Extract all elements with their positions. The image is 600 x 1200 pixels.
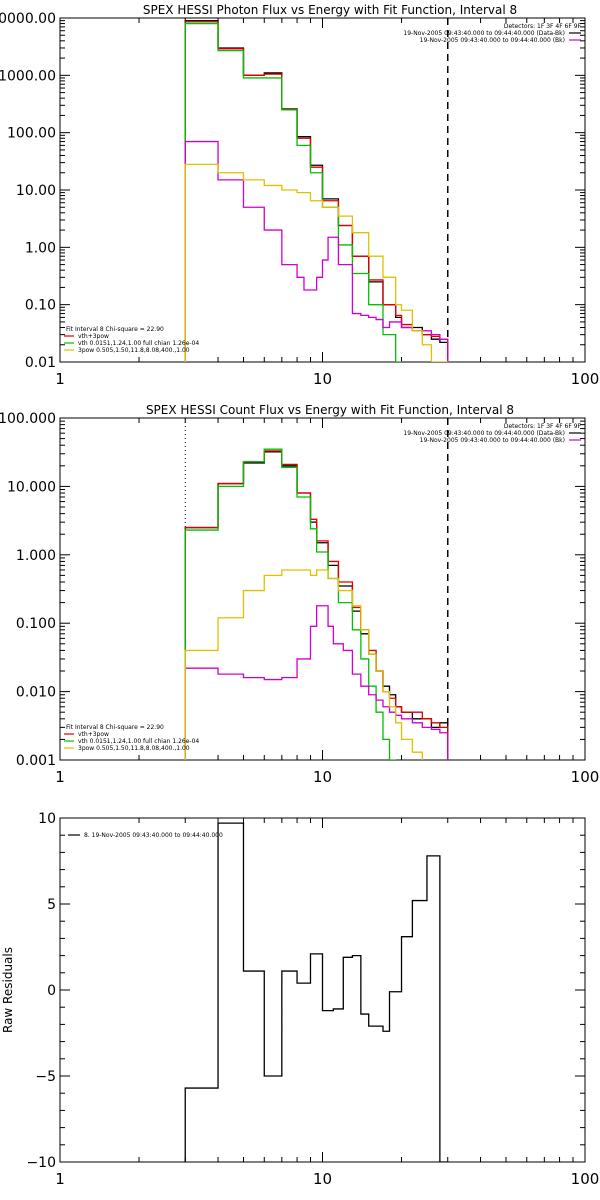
series-line bbox=[184, 22, 403, 362]
x-tick-label: 1 bbox=[55, 768, 65, 786]
legend-entry: Fit Interval 8 Chi-square = 22.90 bbox=[66, 724, 164, 731]
x-tick-label: 1 bbox=[55, 370, 65, 388]
legend-entry: 3pow 0.505,1.50,11.8,8.08,400.,1.00 bbox=[78, 347, 190, 354]
x-tick-label: 100 bbox=[571, 1170, 600, 1188]
photon-flux-panel: SPEX HESSI Photon Flux vs Energy with Fi… bbox=[0, 3, 599, 388]
count-flux-panel: SPEX HESSI Count Flux vs Energy with Fit… bbox=[0, 403, 599, 786]
series-line bbox=[184, 140, 449, 362]
series-line bbox=[184, 163, 449, 362]
legend-entry: 19-Nov-2005 09:43:40.000 to 09:44:40.000… bbox=[403, 30, 565, 37]
y-tick-label: 10.000 bbox=[7, 479, 56, 495]
series-line bbox=[184, 21, 449, 362]
x-tick-label: 10 bbox=[313, 1170, 332, 1188]
y-tick-label: 100.00 bbox=[7, 126, 56, 142]
y-tick-label: 0.010 bbox=[16, 685, 56, 701]
chart-title: SPEX HESSI Photon Flux vs Energy with Fi… bbox=[143, 3, 517, 17]
y-tick-label: 10.00 bbox=[16, 183, 56, 199]
legend-entry: vth+3pow bbox=[78, 731, 109, 738]
legend-entry: 19-Nov-2005 09:43:40.000 to 09:44:40.000… bbox=[403, 430, 565, 437]
legend-entry: 3pow 0.505,1.50,11.8,8.08,400.,1.00 bbox=[78, 745, 190, 752]
legend-entry: vth 0.0151,1.24,1.00 full chian 1.26e-04 bbox=[78, 340, 199, 347]
legend-entry: Detectors: 1F 3F 4F 6F 9F bbox=[504, 23, 582, 30]
x-tick-label: 100 bbox=[571, 768, 600, 786]
legend-entry: Fit Interval 8 Chi-square = 22.90 bbox=[66, 326, 164, 333]
y-tick-label: −10 bbox=[26, 1155, 56, 1171]
y-tick-label: 100.000 bbox=[0, 411, 56, 427]
legend-entry: vth+3pow bbox=[78, 333, 109, 340]
y-axis-label: Raw Residuals bbox=[1, 947, 15, 1033]
y-tick-label: 0 bbox=[47, 983, 56, 999]
y-tick-label: 0.001 bbox=[16, 753, 56, 769]
y-tick-label: 0.01 bbox=[25, 355, 56, 371]
y-tick-label: 1.000 bbox=[16, 548, 56, 564]
y-tick-label: 10 bbox=[38, 811, 56, 827]
residuals-panel: Raw Residuals 1 10 100 10 5 0 −5 −10 8. 19-Nov-2… bbox=[1, 811, 599, 1188]
series-line bbox=[184, 822, 449, 1162]
series-line bbox=[184, 569, 423, 760]
x-tick-label: 10 bbox=[313, 768, 332, 786]
y-tick-label: 0.10 bbox=[25, 298, 56, 314]
legend-entry: Detectors: 1F 3F 4F 6F 9F bbox=[504, 423, 582, 430]
chart-title: SPEX HESSI Count Flux vs Energy with Fit… bbox=[146, 403, 514, 417]
y-tick-label: 0.100 bbox=[16, 616, 56, 632]
y-tick-label: 5 bbox=[47, 897, 56, 913]
y-tick-label: −5 bbox=[35, 1069, 56, 1085]
y-tick-label: 1000.00 bbox=[0, 68, 56, 84]
series-group bbox=[184, 448, 449, 760]
legend-entry: 8. 19-Nov-2005 09:43:40.000 to 09:44:40.… bbox=[84, 832, 223, 839]
series-line bbox=[184, 605, 449, 760]
x-tick-label: 1 bbox=[55, 1170, 65, 1188]
legend-entry: 19-Nov-2005 09:43:40.000 to 09:44:40.000… bbox=[420, 437, 565, 444]
series-group bbox=[184, 822, 449, 1162]
series-line bbox=[184, 448, 397, 760]
plot-frame bbox=[59, 417, 586, 761]
legend-entry: vth 0.0151,1.24,1.00 full chian 1.26e-04 bbox=[78, 738, 199, 745]
series-line bbox=[184, 19, 449, 362]
x-tick-label: 100 bbox=[571, 370, 600, 388]
x-tick-label: 10 bbox=[313, 370, 332, 388]
series-group bbox=[184, 19, 449, 362]
y-tick-label: 1.00 bbox=[25, 240, 56, 256]
legend-entry: 19-Nov-2005 09:43:40.000 to 09:44:40.000… bbox=[420, 37, 565, 44]
